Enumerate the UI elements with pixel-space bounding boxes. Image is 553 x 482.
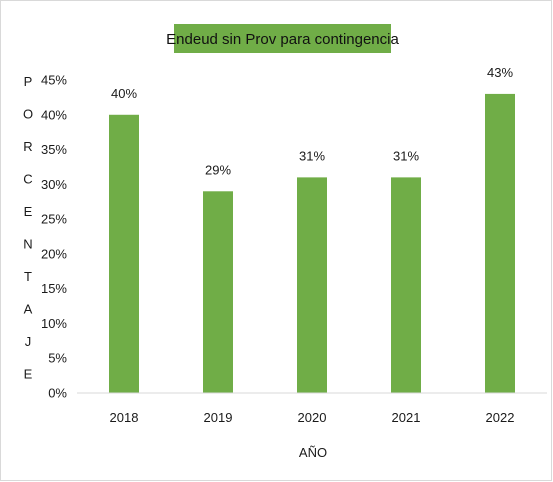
x-tick-label-2019: 2019 [204, 410, 233, 425]
x-tick-label-2018: 2018 [110, 410, 139, 425]
y-tick-label: 35% [41, 142, 67, 157]
bar-2021 [391, 177, 421, 393]
y-tick-label: 25% [41, 212, 67, 227]
x-axis-title: AÑO [299, 445, 327, 460]
y-tick-label: 10% [41, 316, 67, 331]
y-tick-label: 20% [41, 246, 67, 261]
bar-2018 [109, 114, 139, 394]
x-tick-label-2022: 2022 [486, 410, 515, 425]
data-label-2020: 31% [299, 148, 325, 163]
bar-2019 [203, 191, 233, 393]
x-tick-label-2020: 2020 [298, 410, 327, 425]
bar-2022 [485, 93, 515, 394]
data-label-2019: 29% [205, 162, 231, 177]
chart-title: Endeud sin Prov para contingencia [166, 31, 399, 48]
bar-2020 [297, 177, 327, 393]
y-tick-label: 0% [48, 386, 67, 401]
data-label-2018: 40% [111, 86, 137, 101]
y-tick-label: 15% [41, 281, 67, 296]
chart-title-background [174, 24, 391, 53]
data-label-2022: 43% [487, 65, 513, 80]
y-tick-label: 45% [41, 73, 67, 88]
x-tick-label-2021: 2021 [392, 410, 421, 425]
y-tick-label: 5% [48, 351, 67, 366]
data-label-2021: 31% [393, 148, 419, 163]
y-tick-label: 40% [41, 107, 67, 122]
y-tick-label: 30% [41, 177, 67, 192]
